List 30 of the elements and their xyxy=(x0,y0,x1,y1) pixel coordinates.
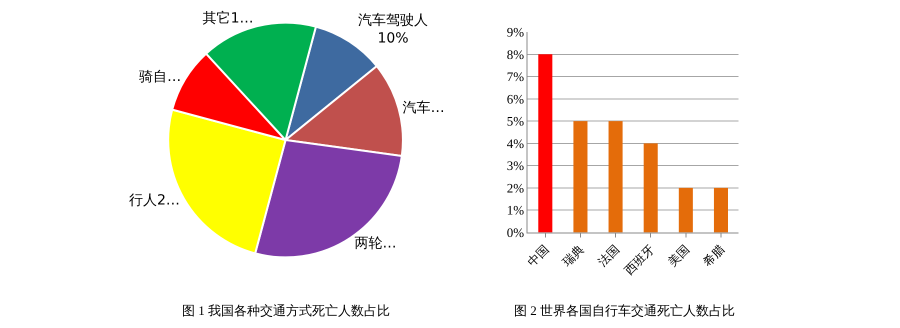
x-tick-label: 西班牙 xyxy=(622,242,658,278)
bar xyxy=(714,188,728,232)
slice-label: 汽车… xyxy=(402,100,445,116)
y-tick-label: 0% xyxy=(506,224,524,240)
x-tick-label: 法国 xyxy=(595,242,622,270)
y-tick-label: 1% xyxy=(506,202,524,218)
x-tick-label: 中国 xyxy=(524,242,552,270)
bar xyxy=(573,121,588,232)
y-tick-label: 6% xyxy=(506,91,524,106)
slice-label: 其它1… xyxy=(202,10,254,26)
x-tick-label: 希腊 xyxy=(700,242,728,270)
bar xyxy=(644,143,658,232)
bar xyxy=(678,188,693,232)
x-tick-label: 美国 xyxy=(665,242,692,270)
x-tick-label: 瑞典 xyxy=(560,242,587,270)
text: 图 2 世界各国自行车交通死亡人数占比 xyxy=(514,303,735,318)
bar xyxy=(608,121,623,232)
slice-label: 两轮… xyxy=(354,235,397,252)
slice-label: 行人2… xyxy=(128,192,180,209)
y-tick-label: 3% xyxy=(506,158,524,174)
slice-label: 汽车驾驶人 10% xyxy=(358,12,428,47)
slice-label: 骑自… xyxy=(139,69,182,86)
y-tick-label: 7% xyxy=(506,69,524,84)
y-tick-label: 8% xyxy=(506,46,524,62)
y-tick-label: 4% xyxy=(506,136,524,151)
bar xyxy=(538,54,552,232)
text: 图 1 我国各种交通方式死亡人数占比 xyxy=(182,303,390,318)
y-tick-label: 2% xyxy=(506,180,524,196)
y-tick-label: 5% xyxy=(506,114,524,129)
y-tick-label: 9% xyxy=(506,24,524,40)
